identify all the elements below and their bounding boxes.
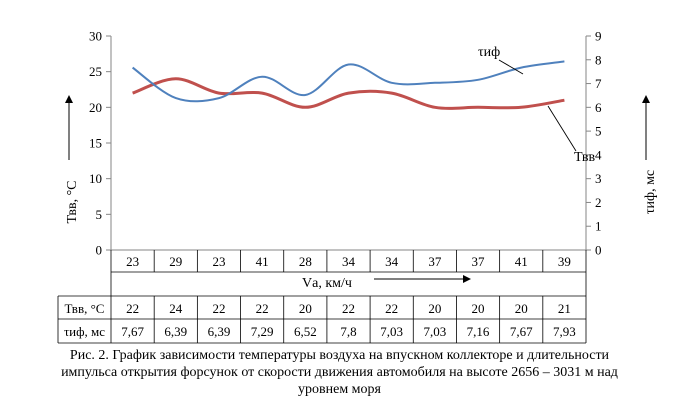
caption-line-1: Рис. 2. График зависимости температуры в… — [69, 348, 610, 363]
right-tick-label: 2 — [595, 195, 602, 210]
category-label: 23 — [126, 254, 139, 269]
right-tick-label: 5 — [595, 124, 602, 139]
right-tick-label: 7 — [595, 76, 602, 91]
right-tick-label: 0 — [595, 243, 602, 258]
table-cell: 7,29 — [251, 324, 274, 339]
series — [132, 60, 565, 110]
left-tick-label: 5 — [96, 207, 103, 222]
table-cell: 6,52 — [294, 324, 317, 339]
left-tick-label: 30 — [89, 29, 102, 44]
table-cell: 20 — [472, 301, 485, 316]
x-axis-label: Vа, км/ч — [302, 276, 352, 291]
right-tick-label: 6 — [595, 100, 602, 115]
series-line-temperature — [132, 77, 565, 110]
right-axis-title: τиф, мс — [643, 170, 658, 214]
table-cell: 7,03 — [380, 324, 403, 339]
left-axis-title: Твв, °C — [65, 180, 80, 223]
data-table: 23 29 23 41 28 34 34 37 37 41 39 Vа, км/ч Твв, °C 22 2… — [57, 250, 587, 344]
table-cell: 7,8 — [340, 324, 356, 339]
series-leader-temperature — [547, 105, 577, 152]
left-tick-label: 20 — [89, 100, 102, 115]
table-cell: 20 — [299, 301, 312, 316]
right-tick-label: 4 — [595, 147, 602, 162]
left-tick-label: 25 — [89, 64, 102, 79]
axes: 0 5 10 15 20 25 30 0 1 2 3 4 5 6 7 8 9 — [89, 29, 602, 258]
category-label: 34 — [342, 254, 356, 269]
labels: Твв, °C τиф, мс τиф Твв — [65, 45, 658, 224]
right-tick-label: 9 — [595, 29, 602, 44]
right-tick-label: 8 — [595, 52, 602, 67]
category-label: 34 — [385, 254, 399, 269]
category-label: 37 — [428, 254, 442, 269]
category-label: 29 — [169, 254, 182, 269]
table-cell: 20 — [515, 301, 528, 316]
right-tick-label: 1 — [595, 219, 602, 234]
table-cell: 7,16 — [467, 324, 490, 339]
table-cell: 7,67 — [510, 324, 533, 339]
category-label: 28 — [299, 254, 312, 269]
series-label-tau: τиф — [478, 45, 500, 60]
table-cell: 24 — [169, 301, 183, 316]
category-label: 39 — [558, 254, 571, 269]
table-cell: 7,03 — [423, 324, 446, 339]
table-cell: 7,93 — [553, 324, 576, 339]
table-cell: 22 — [256, 301, 269, 316]
series-leader-tau — [498, 59, 524, 75]
caption-line-3: уровнем моря — [298, 382, 381, 397]
table-cell: 22 — [342, 301, 355, 316]
category-label: 41 — [515, 254, 528, 269]
table-cell: 7,67 — [121, 324, 144, 339]
figure-caption: Рис. 2. График зависимости температуры в… — [0, 347, 679, 398]
table-cell: 6,39 — [164, 324, 187, 339]
table-cell: 22 — [126, 301, 139, 316]
table-cell: 20 — [428, 301, 441, 316]
table-row-label: Твв, °C — [65, 301, 105, 316]
table-row-label: τиф, мс — [64, 324, 105, 339]
table-cell: 6,39 — [208, 324, 231, 339]
category-label: 37 — [472, 254, 486, 269]
left-tick-label: 15 — [89, 136, 102, 151]
series-label-temperature: Твв — [574, 150, 595, 165]
table-cell: 22 — [212, 301, 225, 316]
category-label: 23 — [212, 254, 225, 269]
right-tick-label: 3 — [595, 171, 602, 186]
table-cell: 21 — [558, 301, 571, 316]
left-tick-label: 0 — [96, 243, 103, 258]
table-cell: 22 — [385, 301, 398, 316]
caption-line-2: импульса открытия форсунок от скорости д… — [61, 365, 618, 380]
left-tick-label: 10 — [89, 171, 102, 186]
category-label: 41 — [256, 254, 269, 269]
series-line-tau — [132, 60, 565, 103]
